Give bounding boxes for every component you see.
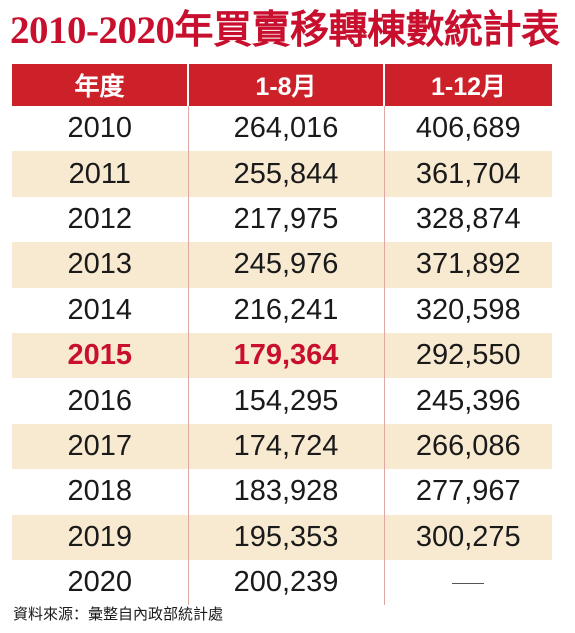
cell-jan-aug: 217,975 bbox=[187, 196, 384, 243]
cell-year: 2011 bbox=[12, 151, 188, 197]
table-row: 2019 195,353 300,275 bbox=[12, 514, 552, 560]
header-jan-dec: 1-12月 bbox=[383, 64, 552, 106]
stats-table: 年度 1-8月 1-12月 2010 264,016 406,689 2011 255,… bbox=[12, 64, 552, 606]
cell-jan-dec: 328,874 bbox=[383, 196, 552, 243]
cell-jan-aug: 255,844 bbox=[187, 151, 384, 197]
cell-jan-aug: 183,928 bbox=[187, 469, 384, 515]
cell-jan-aug: 195,353 bbox=[187, 514, 384, 560]
table-row: 2016 154,295 245,396 bbox=[12, 378, 552, 424]
cell-year: 2015 bbox=[12, 332, 188, 379]
cell-jan-dec: 277,967 bbox=[383, 469, 552, 515]
cell-jan-dec bbox=[383, 559, 552, 606]
table-row: 2014 216,241 320,598 bbox=[12, 287, 552, 333]
cell-jan-dec: 371,892 bbox=[383, 242, 552, 288]
cell-year: 2019 bbox=[12, 514, 188, 560]
cell-jan-aug: 179,364 bbox=[187, 332, 384, 379]
cell-jan-dec: 320,598 bbox=[383, 287, 552, 333]
cell-jan-aug: 154,295 bbox=[187, 378, 384, 424]
cell-year: 2013 bbox=[12, 242, 188, 288]
cell-jan-dec: 406,689 bbox=[383, 106, 552, 152]
cell-jan-dec: 300,275 bbox=[383, 514, 552, 560]
no-data-dash bbox=[452, 582, 485, 584]
table-row: 2010 264,016 406,689 bbox=[12, 106, 552, 152]
header-year: 年度 bbox=[12, 64, 188, 106]
cell-jan-aug: 216,241 bbox=[187, 287, 384, 333]
cell-jan-dec: 266,086 bbox=[383, 423, 552, 470]
table-row: 2018 183,928 277,967 bbox=[12, 469, 552, 515]
header-jan-aug: 1-8月 bbox=[187, 64, 384, 106]
cell-jan-aug: 245,976 bbox=[187, 242, 384, 288]
table-row: 2017 174,724 266,086 bbox=[12, 423, 552, 470]
cell-year: 2016 bbox=[67, 384, 132, 417]
source-note: 資料來源：彙整自內政部統計處 bbox=[13, 606, 224, 623]
table-row: 2012 217,975 328,874 bbox=[12, 196, 552, 243]
cell-jan-dec: 292,550 bbox=[383, 332, 552, 379]
table-header-row: 年度 1-8月 1-12月 bbox=[12, 64, 552, 106]
cell-year: 2020 bbox=[67, 566, 132, 599]
table-row: 2011 255,844 361,704 bbox=[12, 151, 552, 197]
cell-year: 2010 bbox=[67, 112, 132, 145]
chart-title: 2010-2020年買賣移轉棟數統計表 bbox=[10, 9, 560, 52]
cell-year: 2012 bbox=[67, 202, 132, 235]
table-row: 2015 179,364 292,550 bbox=[12, 332, 552, 379]
table-row: 2013 245,976 371,892 bbox=[12, 242, 552, 288]
cell-jan-aug: 264,016 bbox=[187, 106, 384, 152]
cell-jan-dec: 361,704 bbox=[383, 151, 552, 197]
cell-year: 2018 bbox=[67, 475, 132, 508]
cell-year: 2017 bbox=[12, 423, 188, 470]
table-row: 2020 200,239 bbox=[12, 559, 552, 606]
cell-jan-aug: 174,724 bbox=[187, 423, 384, 470]
cell-jan-aug: 200,239 bbox=[187, 559, 384, 606]
cell-year: 2014 bbox=[67, 293, 132, 326]
cell-jan-dec: 245,396 bbox=[383, 378, 552, 424]
